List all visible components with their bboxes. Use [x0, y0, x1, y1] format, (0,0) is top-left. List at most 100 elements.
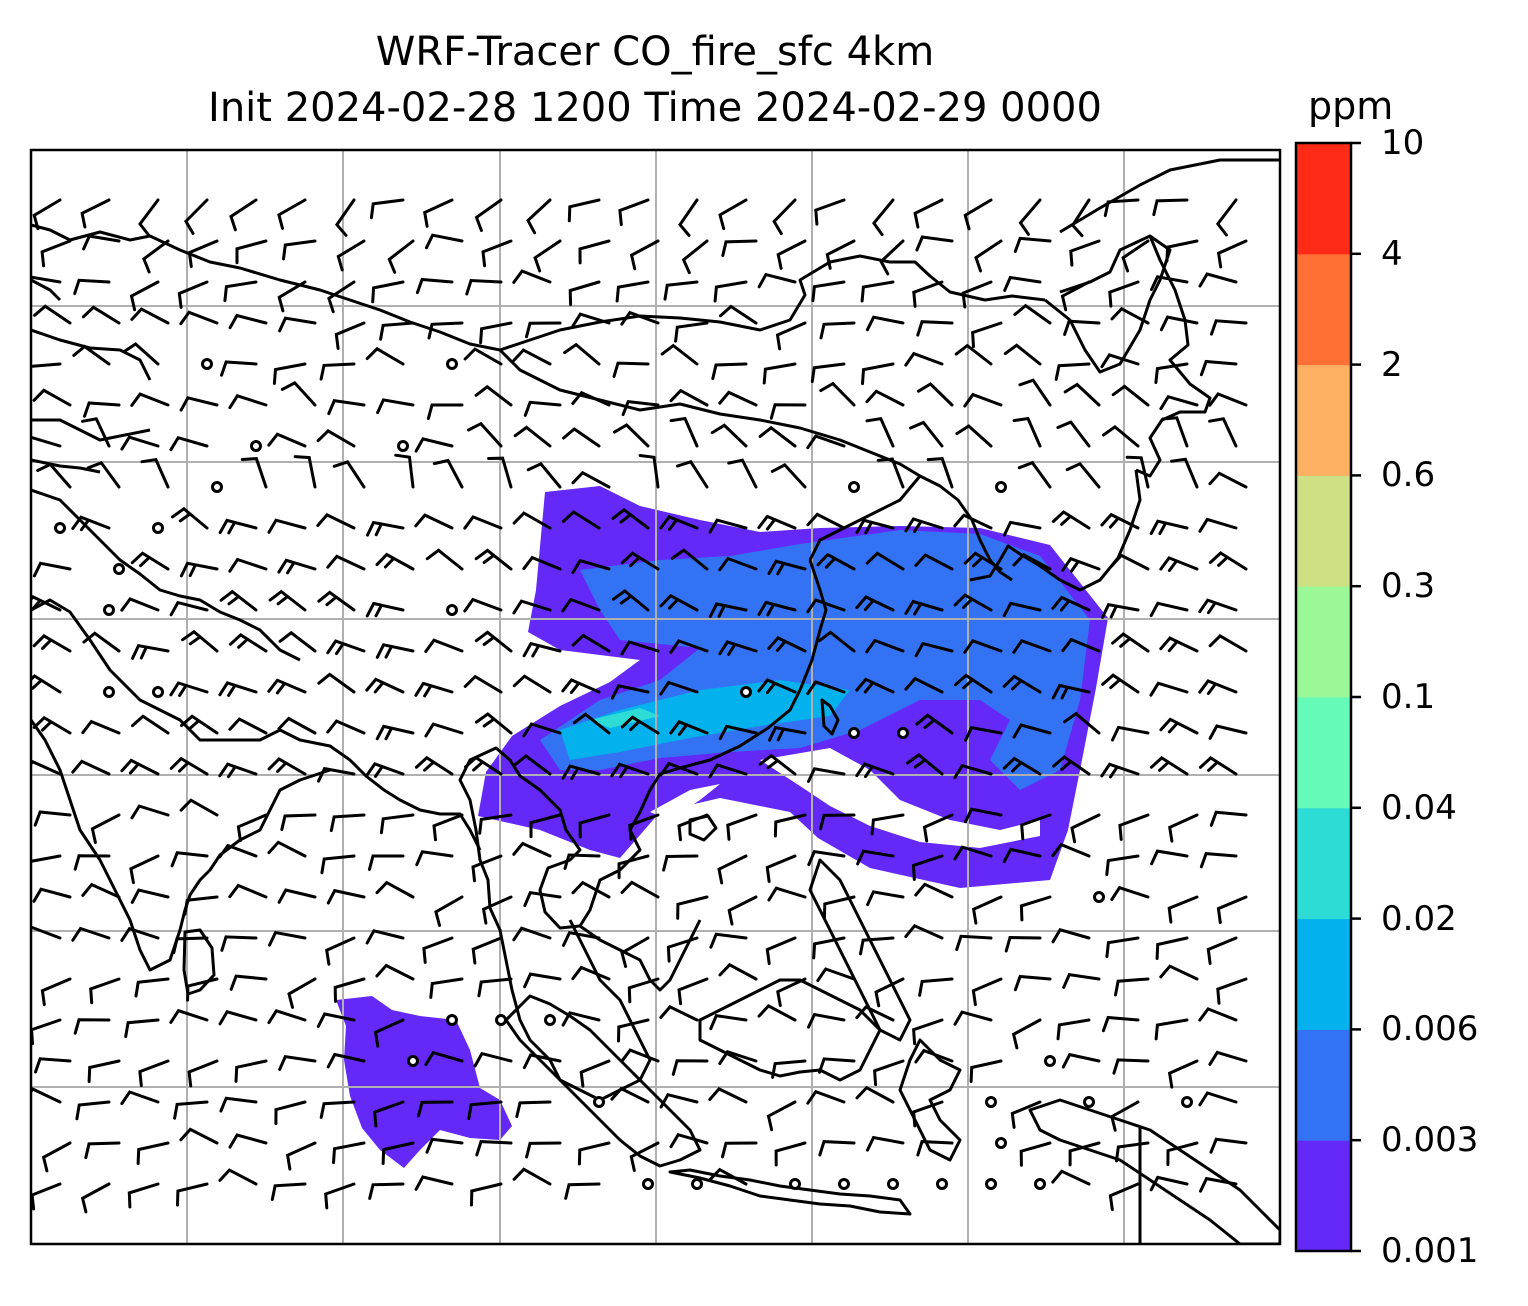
wind-barb	[169, 756, 209, 776]
wind-barb	[317, 766, 356, 783]
wind-barb	[130, 307, 170, 325]
wind-barb	[180, 714, 219, 735]
wind-barb	[513, 425, 552, 448]
wind-barb	[131, 714, 170, 735]
wind-barb	[220, 935, 258, 952]
wind-barb	[866, 890, 905, 907]
wind-barb	[179, 310, 219, 326]
wind-barb	[316, 1012, 356, 1028]
wind-barb	[381, 1141, 415, 1165]
wind-barb	[81, 417, 111, 448]
wind-barb	[267, 757, 307, 776]
wind-barb	[819, 813, 856, 831]
wind-barb	[1061, 556, 1101, 573]
wind-barb	[187, 1059, 219, 1088]
wind-barb	[138, 1059, 170, 1087]
wind-barb	[670, 548, 709, 571]
wind-barb	[481, 239, 513, 268]
wind-barb	[365, 346, 405, 366]
wind-barb	[465, 278, 503, 296]
wind-barb	[914, 882, 954, 899]
wind-barb	[31, 759, 62, 776]
calm-wind-marker	[1093, 891, 1105, 903]
calm-wind-marker	[897, 727, 909, 739]
wind-barb	[1198, 756, 1238, 776]
wind-barb	[228, 717, 268, 735]
wind-barb	[1063, 382, 1101, 407]
wind-barb	[768, 725, 807, 742]
wind-barb	[1209, 1137, 1248, 1154]
wind-barb	[138, 198, 160, 237]
wind-barb	[1100, 353, 1140, 369]
wind-barb	[525, 1141, 562, 1159]
wind-barb	[81, 719, 121, 735]
wind-barb	[659, 1005, 699, 1022]
wind-barb	[562, 427, 601, 448]
wind-barb	[953, 513, 993, 530]
wind-barb	[1051, 842, 1091, 858]
wind-barb	[915, 235, 954, 252]
wind-barb	[708, 1167, 748, 1186]
wind-barb	[425, 548, 464, 571]
wind-barb	[365, 601, 405, 618]
wind-barb	[1068, 1141, 1101, 1167]
wind-barb	[713, 280, 748, 303]
calm-wind-marker	[407, 1055, 419, 1067]
coastlines	[31, 158, 1280, 1244]
wind-barb	[525, 321, 562, 339]
calm-marker-layer	[54, 358, 1193, 1190]
wind-barb	[620, 880, 660, 899]
wind-barb	[177, 280, 209, 309]
wind-barb	[1199, 852, 1238, 869]
wind-barb	[806, 598, 846, 614]
wind-barb	[487, 456, 513, 489]
wind-barb	[1018, 198, 1042, 236]
wind-barb	[765, 936, 797, 965]
coastline-indochina	[488, 907, 702, 1102]
wind-barb	[1108, 280, 1140, 308]
wind-barb	[414, 1175, 454, 1191]
wind-barb	[1159, 315, 1199, 332]
wind-barb	[718, 724, 758, 741]
wind-barb	[326, 1052, 366, 1069]
wind-barb	[32, 887, 72, 903]
wind-barb	[131, 644, 170, 660]
wind-barb	[425, 1137, 464, 1154]
wind-barb	[371, 280, 405, 304]
wind-barb	[40, 239, 72, 268]
wind-barb	[914, 1048, 954, 1064]
wind-barb	[365, 929, 405, 945]
wind-barb	[1199, 1176, 1238, 1193]
calm-wind-marker	[1181, 1096, 1193, 1108]
wind-barb	[31, 674, 62, 694]
wind-barb	[1198, 272, 1238, 288]
wind-barb	[376, 398, 415, 415]
wind-barb	[31, 854, 62, 874]
wind-barb	[1002, 520, 1042, 537]
wind-barb	[475, 1140, 513, 1157]
wind-barb	[659, 514, 699, 531]
wind-barb	[1054, 362, 1091, 381]
wind-barb	[83, 401, 121, 418]
colorbar-bin	[1296, 1140, 1351, 1252]
wind-barb	[757, 1004, 797, 1022]
wind-barb	[477, 977, 513, 998]
wind-barb	[1002, 674, 1042, 694]
wind-barb	[432, 458, 464, 489]
wind-barb	[277, 198, 307, 230]
calm-wind-marker	[446, 604, 458, 616]
map-gridlines	[31, 150, 1280, 1244]
wind-barb	[1070, 813, 1101, 844]
wind-barb	[229, 198, 258, 232]
wind-barb	[1052, 755, 1091, 776]
wind-barb	[922, 813, 954, 843]
wind-barb	[1125, 455, 1150, 489]
calm-wind-marker	[936, 1178, 948, 1190]
wind-barb	[176, 1182, 209, 1207]
wind-barb	[807, 767, 846, 783]
wind-barb	[561, 1011, 601, 1027]
wind-barb	[31, 275, 62, 284]
wind-barb	[571, 312, 611, 328]
wind-barb	[561, 597, 601, 613]
wind-barb	[427, 321, 464, 340]
